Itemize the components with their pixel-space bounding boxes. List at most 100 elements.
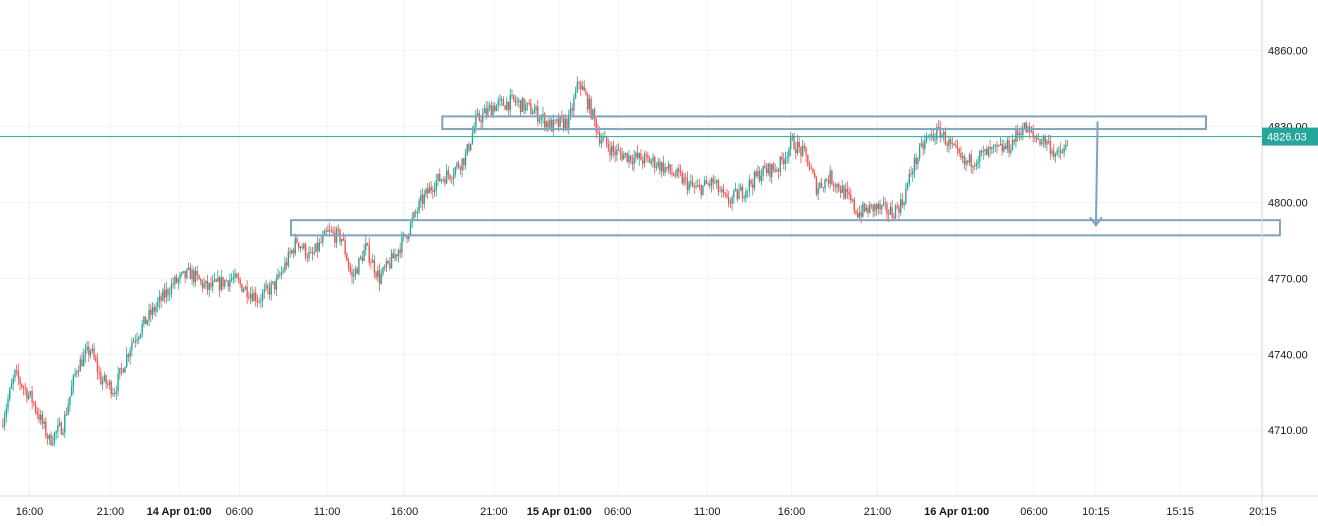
candle-body — [1025, 122, 1027, 133]
candle-body — [193, 270, 195, 282]
candle-body — [52, 442, 54, 445]
candle-body — [552, 119, 554, 132]
candle-body — [844, 188, 847, 199]
candle-body — [721, 188, 723, 192]
candle-body — [227, 280, 229, 287]
projection-arrow-line[interactable] — [1094, 121, 1099, 226]
candle-body — [359, 256, 362, 259]
candle-body — [53, 432, 56, 443]
candle-body — [366, 243, 369, 245]
candle-body — [232, 277, 235, 279]
candle-body — [733, 190, 735, 198]
candle-body — [330, 230, 333, 232]
candle-body — [899, 199, 902, 213]
candle-body — [148, 309, 150, 321]
candle-body — [340, 238, 343, 242]
candle-body — [328, 229, 331, 231]
candle-body — [648, 158, 651, 164]
x-tick-label: 16:00 — [391, 506, 419, 518]
x-tick-label: 21:00 — [97, 506, 125, 518]
zone-rectangle[interactable] — [441, 115, 1207, 131]
candle-body — [155, 307, 157, 312]
candle-body — [566, 118, 568, 129]
candle-body — [399, 249, 401, 253]
candle-body — [318, 242, 321, 251]
candle-body — [15, 369, 18, 371]
candle-body — [647, 155, 649, 159]
candle-body — [456, 163, 458, 168]
candle-body — [124, 366, 126, 373]
candle-body — [770, 164, 773, 177]
candle-body — [428, 186, 431, 194]
candle-body — [506, 101, 508, 110]
candle-body — [186, 269, 188, 278]
candle-body — [217, 277, 219, 282]
candle-body — [423, 194, 425, 204]
candle-body — [972, 165, 974, 168]
candle-body — [865, 207, 868, 211]
candle-body — [700, 185, 702, 195]
candle-body — [215, 279, 217, 282]
candle-body — [850, 194, 852, 201]
candle-body — [549, 119, 551, 128]
candle-body — [433, 189, 436, 192]
candle-body — [879, 203, 881, 210]
candle-body — [105, 375, 107, 385]
candle-body — [516, 101, 518, 103]
candle-body — [383, 267, 386, 269]
candle-body — [67, 405, 69, 415]
candle-body — [695, 186, 697, 188]
candle-body — [380, 274, 382, 284]
candle-body — [996, 144, 998, 147]
candle-body — [48, 434, 51, 439]
candle-body — [893, 216, 895, 219]
candle-body — [82, 355, 85, 367]
candle-body — [34, 403, 37, 412]
zone-rectangle[interactable] — [289, 219, 1281, 237]
candle-body — [143, 316, 145, 325]
candle-body — [746, 190, 749, 192]
candle-body — [863, 203, 866, 211]
candle-body — [758, 171, 761, 181]
candle-body — [800, 147, 802, 156]
candle-body — [908, 173, 911, 184]
candle-body — [752, 184, 754, 188]
candle-body — [139, 333, 142, 338]
candle-body — [327, 229, 329, 232]
candle-body — [2, 425, 4, 427]
candle-body — [138, 337, 140, 340]
candle-body — [666, 167, 668, 169]
candle-body — [466, 144, 468, 155]
candle-body — [430, 186, 432, 191]
y-tick-label: 4800.00 — [1268, 197, 1308, 209]
candle-body — [612, 145, 615, 152]
x-tick-label: 06:00 — [226, 506, 254, 518]
candle-body — [1032, 131, 1034, 136]
candle-body — [416, 211, 419, 214]
candle-body — [953, 143, 955, 146]
candle-body — [122, 368, 124, 373]
candle-body — [779, 156, 782, 172]
candle-body — [633, 156, 635, 164]
candle-body — [547, 121, 549, 128]
candle-body — [538, 119, 541, 122]
candle-body — [241, 284, 243, 292]
candle-body — [862, 203, 864, 217]
candle-body — [258, 301, 260, 302]
candle-body — [559, 117, 561, 127]
candle-body — [611, 145, 613, 156]
candle-body — [246, 286, 248, 298]
candle-body — [896, 205, 898, 208]
candle-body — [24, 388, 26, 390]
candle-body — [457, 163, 460, 168]
candle-body — [361, 256, 364, 262]
candle-body — [248, 297, 250, 299]
candle-body — [322, 235, 324, 243]
candle-body — [641, 160, 644, 164]
candle-body — [79, 359, 81, 372]
candle-body — [268, 287, 271, 295]
candle-body — [432, 190, 434, 192]
candle-body — [738, 190, 740, 200]
